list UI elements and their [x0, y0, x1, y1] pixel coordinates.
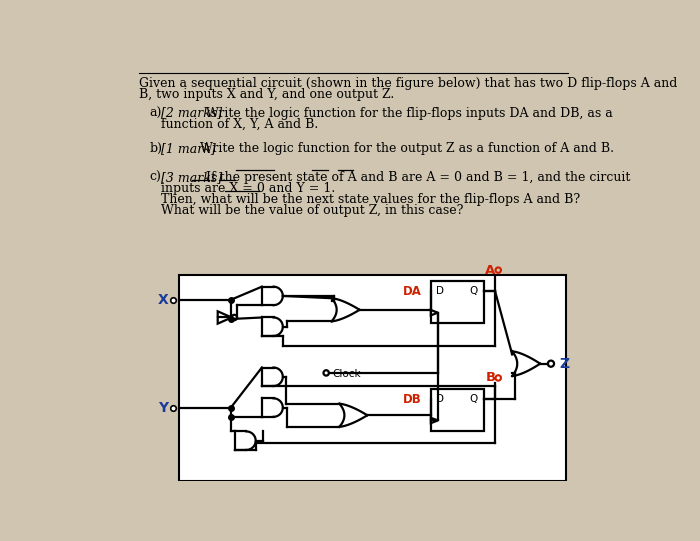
- Text: a): a): [150, 107, 162, 120]
- Text: c): c): [150, 171, 162, 184]
- Text: Clock: Clock: [332, 368, 361, 379]
- Bar: [179, 275, 566, 481]
- Text: b): b): [150, 142, 162, 155]
- Text: If the present state of A and B are A = 0 and B = 1, and the circuit: If the present state of A and B are A = …: [202, 171, 631, 184]
- Text: Z: Z: [559, 357, 570, 371]
- Text: function of X, Y, A and B.: function of X, Y, A and B.: [161, 117, 318, 130]
- Text: X: X: [158, 293, 168, 307]
- Text: Write the logic function for the output Z as a function of A and B.: Write the logic function for the output …: [196, 142, 614, 155]
- Text: D: D: [436, 287, 445, 296]
- Text: B: B: [485, 372, 496, 385]
- Text: Q: Q: [469, 287, 477, 296]
- Text: [1 mark]: [1 mark]: [161, 142, 216, 155]
- Text: Given a sequential circuit (shown in the figure below) that has two D flip-flops: Given a sequential circuit (shown in the…: [139, 77, 677, 90]
- Text: B, two inputs X and Y, and one output Z.: B, two inputs X and Y, and one output Z.: [139, 88, 394, 101]
- Text: Q: Q: [469, 394, 477, 404]
- Text: Then, what will be the next state values for the flip-flops A and B?: Then, what will be the next state values…: [161, 193, 580, 206]
- Text: [3 marks]: [3 marks]: [161, 171, 223, 184]
- Text: DA: DA: [402, 285, 421, 298]
- Bar: [430, 281, 484, 324]
- Text: DB: DB: [403, 393, 421, 406]
- Bar: [430, 388, 484, 431]
- Text: Y: Y: [158, 400, 168, 414]
- Text: Write the logic function for the flip-flops inputs DA and DB, as a: Write the logic function for the flip-fl…: [202, 107, 613, 120]
- Text: [2 marks]: [2 marks]: [161, 107, 223, 120]
- Text: A: A: [485, 263, 496, 276]
- Text: D: D: [436, 394, 445, 404]
- Text: inputs are X = 0 and Y = 1.: inputs are X = 0 and Y = 1.: [161, 182, 335, 195]
- Text: What will be the value of output Z, in this case?: What will be the value of output Z, in t…: [161, 203, 463, 216]
